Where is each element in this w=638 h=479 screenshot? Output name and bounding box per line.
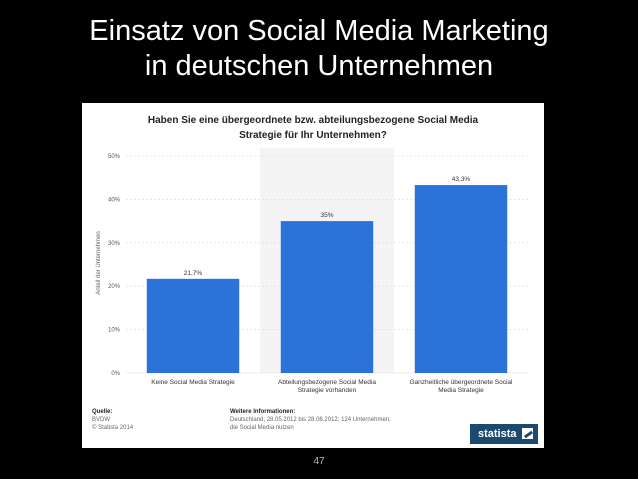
bar	[414, 185, 508, 373]
info-line: Deutschland; 28.05.2012 bis 28.06.2012; …	[230, 417, 391, 423]
x-tick-label: Media Strategie	[438, 387, 484, 394]
data-label: 43,3%	[452, 176, 471, 183]
y-tick-label: 40%	[108, 197, 121, 203]
y-axis-title: Anteil der Unternehmen	[96, 231, 102, 294]
x-tick-label: Ganzheitliche übergeordnete Social	[410, 379, 514, 386]
bar-chart: 0% 10% 20% 30% 40% 50% 21,7% Keine Social Media…	[96, 148, 528, 394]
y-tick-label: 20%	[108, 284, 121, 290]
source-block: Quelle: BVDW © Statista 2014	[92, 408, 212, 432]
chart-card: Haben Sie eine übergeordnete bzw. abteil…	[82, 103, 544, 448]
bar	[146, 278, 240, 373]
chart-title-line-1: Haben Sie eine übergeordnete bzw. abteil…	[147, 115, 479, 126]
source-title: Quelle:	[92, 409, 113, 415]
chart-title: Haben Sie eine übergeordnete bzw. abteil…	[82, 113, 544, 143]
bar	[280, 221, 374, 373]
info-line: die Social Media nutzen	[230, 425, 294, 431]
x-tick-label: Keine Social Media Strategie	[151, 379, 235, 386]
info-title: Weitere Informationen:	[230, 409, 296, 415]
y-tick-label: 0%	[111, 371, 120, 377]
statista-logo: statista	[470, 424, 538, 444]
source-line: BVDW	[92, 417, 110, 423]
source-line: © Statista 2014	[92, 425, 134, 431]
y-tick-label: 10%	[108, 328, 121, 334]
statista-logo-text: statista	[478, 428, 517, 440]
y-tick-label: 30%	[108, 241, 121, 247]
statista-logo-icon	[522, 428, 533, 439]
data-label: 21,7%	[184, 270, 203, 277]
slide-title-line-1: Einsatz von Social Media Marketing	[89, 15, 549, 47]
x-tick-label: Abteilungsbezogene Social Media	[278, 379, 376, 386]
slide-title-line-2: in deutschen Unternehmen	[144, 50, 494, 82]
data-label: 35%	[320, 212, 333, 219]
chart-footer: Quelle: BVDW © Statista 2014 Weitere Inf…	[82, 406, 544, 448]
x-tick-label: Strategie vorhanden	[298, 387, 357, 394]
slide-title: Einsatz von Social Media Marketing in de…	[0, 14, 638, 84]
page-number: 47	[313, 456, 325, 467]
info-block: Weitere Informationen: Deutschland; 28.0…	[230, 408, 430, 432]
chart-title-line-2: Strategie für Ihr Unternehmen?	[239, 130, 387, 141]
y-tick-label: 50%	[108, 154, 121, 160]
